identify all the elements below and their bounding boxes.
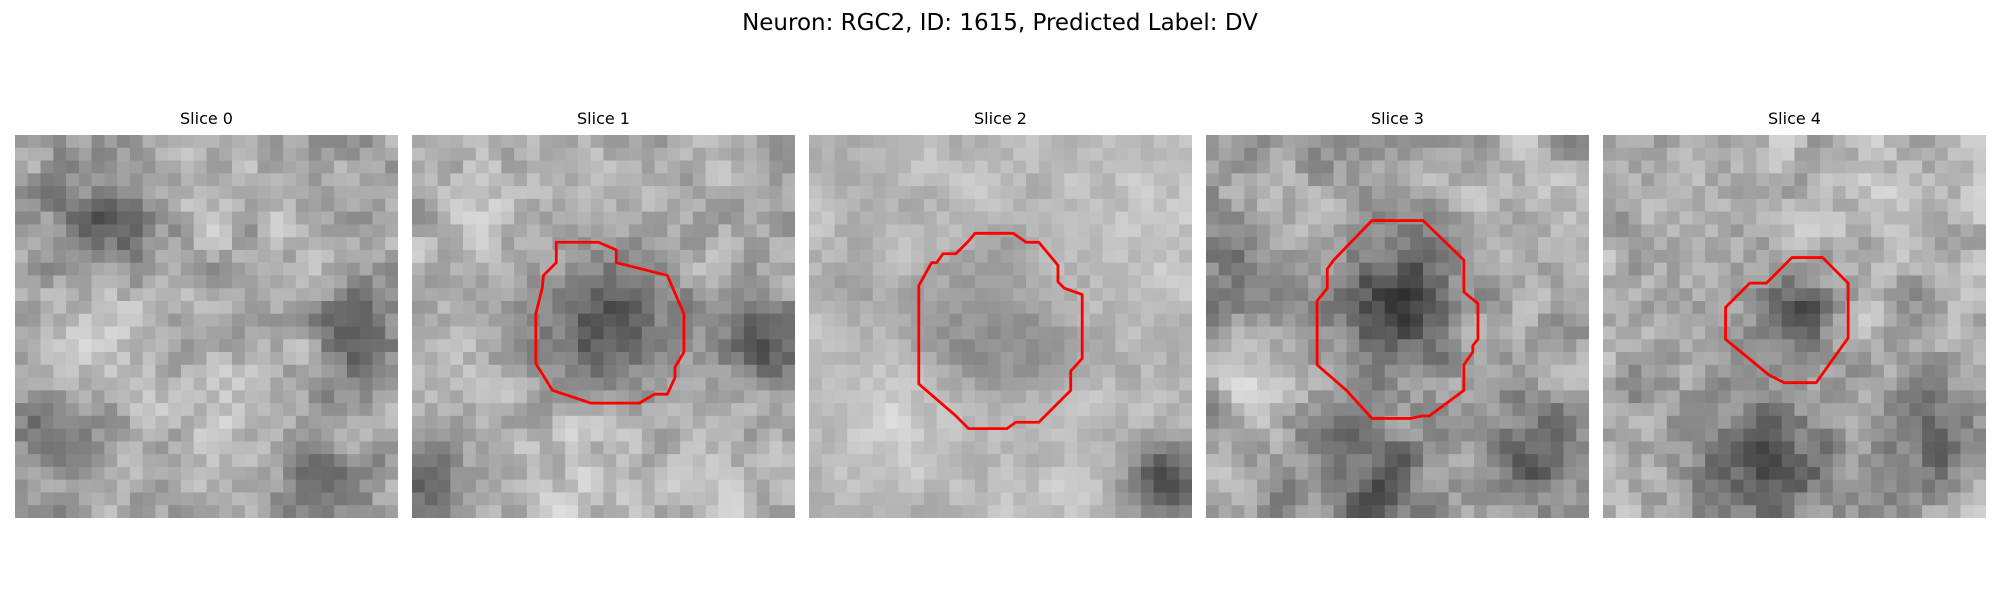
- slice-title: Slice 1: [577, 109, 630, 128]
- slice-image: [1206, 135, 1589, 518]
- slice-title: Slice 0: [180, 109, 233, 128]
- figure-title: Neuron: RGC2, ID: 1615, Predicted Label:…: [742, 10, 1258, 36]
- slice-image: [15, 135, 398, 518]
- slice-image: [809, 135, 1192, 518]
- roi-outline: [917, 231, 1084, 431]
- slice-title: Slice 2: [974, 109, 1027, 128]
- roi-outline: [534, 240, 686, 405]
- slice-title: Slice 4: [1768, 109, 1821, 128]
- roi-outline: [1724, 256, 1850, 385]
- slice-title: Slice 3: [1371, 109, 1424, 128]
- roi-outline: [1315, 219, 1480, 420]
- slice-image: [412, 135, 795, 518]
- slice-image: [1603, 135, 1986, 518]
